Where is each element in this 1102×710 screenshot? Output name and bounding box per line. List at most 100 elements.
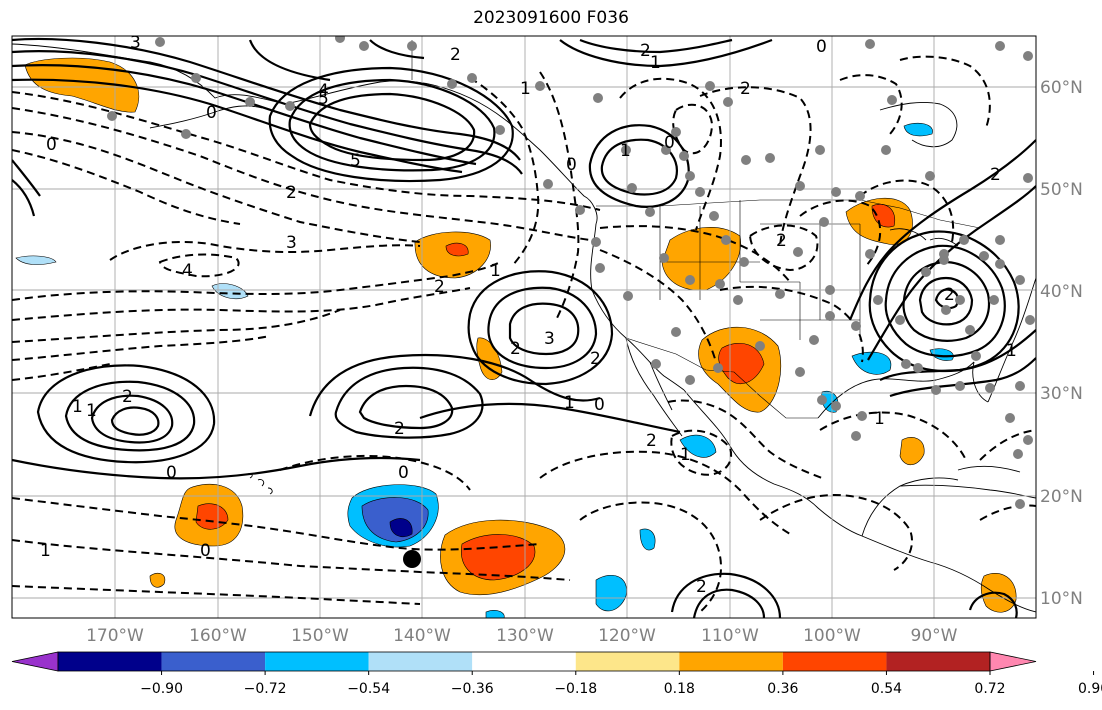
lat-tick-label: 40°N xyxy=(1040,282,1083,302)
colorbar-extend-low xyxy=(11,651,59,672)
contour-label: 2 xyxy=(434,277,445,297)
contour-label: 1 xyxy=(564,393,575,413)
colorbar-frame xyxy=(57,651,991,672)
contour-label: 1 xyxy=(650,53,661,73)
contour-labels: 3 2 1 0 5 4 5 2 0 3 4 2 1 2 1 2 1 0 0 3 … xyxy=(40,33,1017,597)
storm-center-marker xyxy=(403,550,421,568)
positive-shade-gulf xyxy=(899,437,925,466)
colorbar-tick-label: −0.54 xyxy=(347,681,390,697)
contour-label: 2 xyxy=(122,387,133,407)
contour-label: 4 xyxy=(182,261,193,281)
coastline-gulf xyxy=(817,361,975,537)
positive-shade-alaska-west xyxy=(24,57,140,113)
contour-label: 3 xyxy=(130,33,141,53)
contour-label: 0 xyxy=(46,135,57,155)
contour-label: 0 xyxy=(664,133,675,153)
contour-label: 2 xyxy=(510,339,521,359)
map-frame xyxy=(11,35,1037,619)
colorbar-swatch xyxy=(368,652,473,671)
lat-tick-label: 30°N xyxy=(1040,384,1083,404)
contour-label: 1 xyxy=(72,397,83,417)
us-mexico-border xyxy=(625,337,818,419)
lat-tick-label: 10°N xyxy=(1040,589,1083,609)
contour-label: 0 xyxy=(398,463,409,483)
coastline-east xyxy=(987,277,1036,403)
lon-tick-label: 170°W xyxy=(86,626,144,646)
negative-shade-ne-canada xyxy=(903,122,933,137)
colorbar-swatch xyxy=(161,652,266,671)
contour-label: 2 xyxy=(740,79,751,99)
colorbar-extend-high xyxy=(989,651,1037,672)
negative-shade-pacific-small xyxy=(211,283,249,299)
lat-tick-label: 20°N xyxy=(1040,487,1083,507)
colorbar-tick-label: −0.90 xyxy=(140,681,183,697)
negative-shade-hawaii-ne-core xyxy=(389,518,413,537)
lon-tick-label: 110°W xyxy=(701,626,759,646)
lon-tick-label: 100°W xyxy=(803,626,861,646)
colorbar-swatch xyxy=(886,652,990,671)
colorbar-tick-label: 0.90 xyxy=(1078,681,1102,697)
contour-label: 5 xyxy=(318,89,329,109)
longitude-axis: 170°W 160°W 150°W 140°W 130°W 120°W 110°… xyxy=(86,626,958,646)
contour-label: 2 xyxy=(590,349,601,369)
colorbar-swatch xyxy=(472,652,576,671)
contour-label: 2 xyxy=(990,165,1001,185)
contour-label: 1 xyxy=(520,79,531,99)
negative-shade-gulf xyxy=(851,351,892,375)
contour-label: 1 xyxy=(86,401,97,421)
contour-label: 3 xyxy=(286,233,297,253)
coastline-us-west xyxy=(590,223,685,391)
colorbar-swatch xyxy=(575,652,680,671)
contour-label: 2 xyxy=(394,419,405,439)
lon-tick-label: 90°W xyxy=(911,626,958,646)
solid-contours xyxy=(12,37,1036,618)
contour-label: 0 xyxy=(166,463,177,483)
contour-label: 1 xyxy=(490,261,501,281)
colorbar-tick-label: −0.18 xyxy=(554,681,597,697)
colorbar-swatch xyxy=(782,652,887,671)
positive-shade-nevada xyxy=(661,226,741,291)
contour-label: 0 xyxy=(206,103,217,123)
lon-tick-label: 120°W xyxy=(598,626,656,646)
chart-title: 2023091600 F036 xyxy=(473,8,629,28)
contour-label: 4 xyxy=(318,81,329,101)
station-dots xyxy=(107,36,1035,509)
colorbar-tick-label: 0.18 xyxy=(664,681,695,697)
coastline-mexico xyxy=(683,389,863,537)
latitude-axis: 60°N 50°N 40°N 30°N 20°N 10°N xyxy=(1040,78,1083,609)
contour-label: 0 xyxy=(566,155,577,175)
colorbar: −0.90 −0.72 −0.54 −0.36 −0.18 0.18 0.36 0.54 0.7… xyxy=(11,651,1102,697)
contour-label: 2 xyxy=(776,231,787,251)
negative-shade-south-1 xyxy=(639,528,656,551)
coastline-alaska xyxy=(12,43,598,225)
contour-label: 2 xyxy=(450,45,461,65)
contour-label: 1 xyxy=(1006,341,1017,361)
contour-label: 2 xyxy=(696,577,707,597)
contour-label: 3 xyxy=(544,329,555,349)
lon-tick-label: 160°W xyxy=(189,626,247,646)
lon-tick-label: 150°W xyxy=(291,626,349,646)
negative-shade-pacific-small-2 xyxy=(15,255,57,265)
negative-shade-south-2 xyxy=(595,575,627,612)
colorbar-swatch xyxy=(58,652,162,671)
coastline-central-america xyxy=(861,535,1036,613)
contour-label: 0 xyxy=(816,37,827,57)
positive-shade-mid-pacific-core xyxy=(445,242,469,257)
lon-tick-label: 140°W xyxy=(393,626,451,646)
contour-label: 0 xyxy=(200,541,211,561)
lat-tick-label: 60°N xyxy=(1040,78,1083,98)
coastline-cuba xyxy=(957,465,1021,473)
state-lines xyxy=(659,200,861,340)
contour-label: 1 xyxy=(40,541,51,561)
lat-tick-label: 50°N xyxy=(1040,180,1083,200)
lon-tick-label: 130°W xyxy=(496,626,554,646)
contour-label: 2 xyxy=(646,431,657,451)
colorbar-swatch xyxy=(265,652,369,671)
colorbar-tick-label: −0.36 xyxy=(451,681,494,697)
colorbar-tick-label: 0.72 xyxy=(974,681,1005,697)
contour-label: 5 xyxy=(350,151,361,171)
coastline-hudson xyxy=(879,101,958,148)
shaded-anomalies xyxy=(15,57,1017,618)
contour-label: 2 xyxy=(944,285,955,305)
